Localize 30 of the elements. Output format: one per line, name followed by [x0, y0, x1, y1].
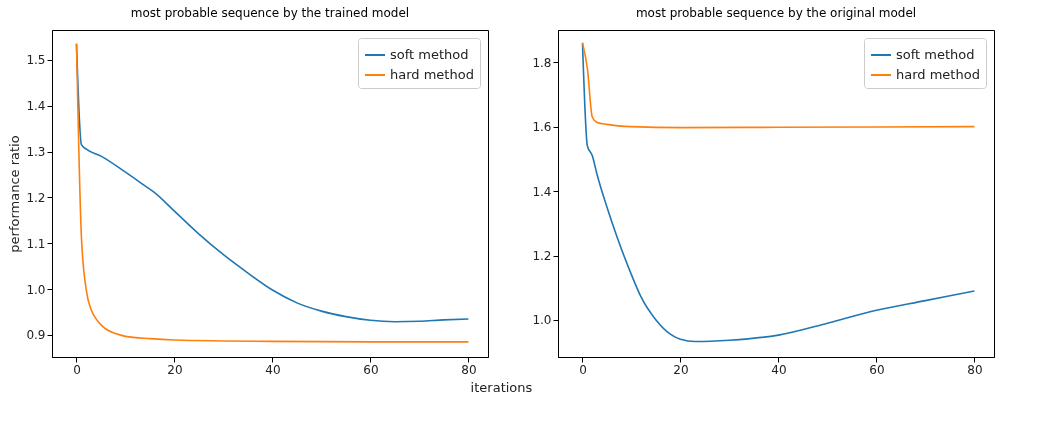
y-tick-label: 1.0 — [532, 313, 552, 328]
x-tick-label: 40 — [771, 362, 787, 377]
y-tick-label: 1.3 — [26, 145, 46, 160]
y-tick-label: 0.9 — [26, 328, 46, 343]
x-tick-label: 60 — [363, 362, 379, 377]
chart-title: most probable sequence by the trained model — [130, 6, 410, 20]
y-tick-label: 1.0 — [26, 282, 46, 297]
legend-label: hard method — [390, 67, 474, 82]
y-axis-title: performance ratio — [7, 135, 23, 253]
x-tick-label: 60 — [869, 362, 885, 377]
y-tick-label: 1.6 — [532, 120, 552, 135]
y-tick-label: 1.4 — [532, 184, 552, 199]
x-tick-label: 80 — [967, 362, 983, 377]
x-tick-label: 20 — [673, 362, 689, 377]
y-tick-label: 1.1 — [26, 236, 46, 251]
x-tick-label: 0 — [579, 362, 587, 377]
y-tick-label: 1.2 — [532, 249, 552, 264]
legend-label: hard method — [896, 67, 980, 82]
x-tick-label: 80 — [461, 362, 477, 377]
x-axis-title: iterations — [470, 379, 533, 395]
chart-title: most probable sequence by the original model — [635, 6, 917, 20]
legend-label: soft method — [390, 47, 469, 62]
y-tick-label: 1.4 — [26, 99, 46, 114]
y-tick-label: 1.2 — [26, 190, 46, 205]
x-tick-label: 0 — [73, 362, 81, 377]
x-tick-label: 40 — [265, 362, 281, 377]
legend-label: soft method — [896, 47, 975, 62]
x-tick-label: 20 — [167, 362, 183, 377]
y-tick-label: 1.5 — [26, 53, 46, 68]
y-tick-label: 1.8 — [532, 55, 552, 70]
